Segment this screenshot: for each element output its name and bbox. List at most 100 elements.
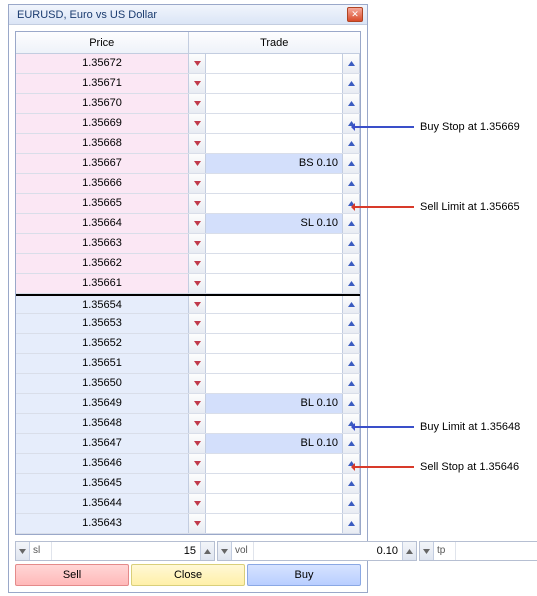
trade-content	[206, 174, 342, 193]
price-row: 1.35645	[16, 474, 360, 494]
sell-at-price-button[interactable]	[188, 114, 206, 133]
price-cell: 1.35663	[16, 234, 188, 253]
trade-cell	[188, 474, 360, 493]
sell-at-price-button[interactable]	[188, 234, 206, 253]
sell-at-price-button[interactable]	[188, 154, 206, 173]
vol-inc[interactable]	[402, 542, 416, 560]
buy-at-price-button[interactable]	[342, 214, 360, 233]
sell-at-price-button[interactable]	[188, 434, 206, 453]
sell-button[interactable]: Sell	[15, 564, 129, 586]
trade-content	[206, 314, 342, 333]
price-row: 1.35649BL 0.10	[16, 394, 360, 414]
sell-at-price-button[interactable]	[188, 414, 206, 433]
sl-inc[interactable]	[200, 542, 214, 560]
price-row: 1.35643	[16, 514, 360, 534]
sell-at-price-button[interactable]	[188, 494, 206, 513]
sell-at-price-button[interactable]	[188, 194, 206, 213]
price-row: 1.35668	[16, 134, 360, 154]
buy-at-price-button[interactable]	[342, 514, 360, 533]
annotation: Buy Limit at 1.35648	[354, 421, 520, 433]
trade-content	[206, 54, 342, 73]
buy-at-price-button[interactable]	[342, 74, 360, 93]
trade-content	[206, 254, 342, 273]
window-title: EURUSD, Euro vs US Dollar	[17, 9, 347, 21]
trade-cell	[188, 74, 360, 93]
price-row: 1.35653	[16, 314, 360, 334]
trade-cell	[188, 374, 360, 393]
sell-at-price-button[interactable]	[188, 314, 206, 333]
price-row: 1.35666	[16, 174, 360, 194]
trade-header: Trade	[189, 32, 361, 53]
buy-button[interactable]: Buy	[247, 564, 361, 586]
price-row: 1.35667BS 0.10	[16, 154, 360, 174]
trade-cell: BL 0.10	[188, 434, 360, 453]
buy-at-price-button[interactable]	[342, 254, 360, 273]
sell-at-price-button[interactable]	[188, 514, 206, 533]
price-cell: 1.35670	[16, 94, 188, 113]
sell-at-price-button[interactable]	[188, 254, 206, 273]
price-cell: 1.35672	[16, 54, 188, 73]
buy-at-price-button[interactable]	[342, 234, 360, 253]
trade-cell	[188, 334, 360, 353]
trade-cell	[188, 514, 360, 533]
buy-at-price-button[interactable]	[342, 94, 360, 113]
vol-dec[interactable]	[218, 542, 232, 560]
trade-cell: SL 0.10	[188, 214, 360, 233]
annotation-label: Buy Limit at 1.35648	[420, 421, 520, 433]
sl-input[interactable]	[52, 542, 200, 560]
tp-label: tp	[434, 542, 456, 560]
buy-at-price-button[interactable]	[342, 374, 360, 393]
sell-at-price-button[interactable]	[188, 374, 206, 393]
buy-at-price-button[interactable]	[342, 434, 360, 453]
trade-content: BS 0.10	[206, 154, 342, 173]
sell-at-price-button[interactable]	[188, 474, 206, 493]
trade-content	[206, 114, 342, 133]
trade-cell	[188, 134, 360, 153]
trade-content	[206, 234, 342, 253]
vol-input[interactable]	[254, 542, 402, 560]
sell-at-price-button[interactable]	[188, 394, 206, 413]
close-button[interactable]: ✕	[347, 7, 363, 22]
sell-at-price-button[interactable]	[188, 296, 206, 313]
buy-at-price-button[interactable]	[342, 314, 360, 333]
price-row: 1.35647BL 0.10	[16, 434, 360, 454]
buy-at-price-button[interactable]	[342, 54, 360, 73]
trade-cell: BL 0.10	[188, 394, 360, 413]
price-cell: 1.35662	[16, 254, 188, 273]
buy-at-price-button[interactable]	[342, 394, 360, 413]
buy-at-price-button[interactable]	[342, 134, 360, 153]
price-row: 1.35664SL 0.10	[16, 214, 360, 234]
buy-at-price-button[interactable]	[342, 474, 360, 493]
buy-at-price-button[interactable]	[342, 174, 360, 193]
tp-input[interactable]	[456, 542, 537, 560]
buy-at-price-button[interactable]	[342, 494, 360, 513]
sell-at-price-button[interactable]	[188, 334, 206, 353]
titlebar: EURUSD, Euro vs US Dollar ✕	[9, 5, 367, 25]
trade-content	[206, 474, 342, 493]
close-position-button[interactable]: Close	[131, 564, 245, 586]
price-cell: 1.35646	[16, 454, 188, 473]
buy-at-price-button[interactable]	[342, 296, 360, 313]
tp-dec[interactable]	[420, 542, 434, 560]
trade-content	[206, 134, 342, 153]
sl-dec[interactable]	[16, 542, 30, 560]
sell-at-price-button[interactable]	[188, 274, 206, 293]
sell-at-price-button[interactable]	[188, 214, 206, 233]
buy-at-price-button[interactable]	[342, 354, 360, 373]
sell-at-price-button[interactable]	[188, 354, 206, 373]
price-cell: 1.35645	[16, 474, 188, 493]
buy-at-price-button[interactable]	[342, 334, 360, 353]
sell-at-price-button[interactable]	[188, 94, 206, 113]
sell-at-price-button[interactable]	[188, 454, 206, 473]
buy-at-price-button[interactable]	[342, 274, 360, 293]
price-cell: 1.35665	[16, 194, 188, 213]
sell-at-price-button[interactable]	[188, 74, 206, 93]
trade-content	[206, 454, 342, 473]
price-row: 1.35661	[16, 274, 360, 294]
sell-at-price-button[interactable]	[188, 174, 206, 193]
trade-cell	[188, 296, 360, 313]
sell-at-price-button[interactable]	[188, 134, 206, 153]
price-rows: 1.356721.356711.356701.356691.356681.356…	[16, 54, 360, 534]
buy-at-price-button[interactable]	[342, 154, 360, 173]
sell-at-price-button[interactable]	[188, 54, 206, 73]
